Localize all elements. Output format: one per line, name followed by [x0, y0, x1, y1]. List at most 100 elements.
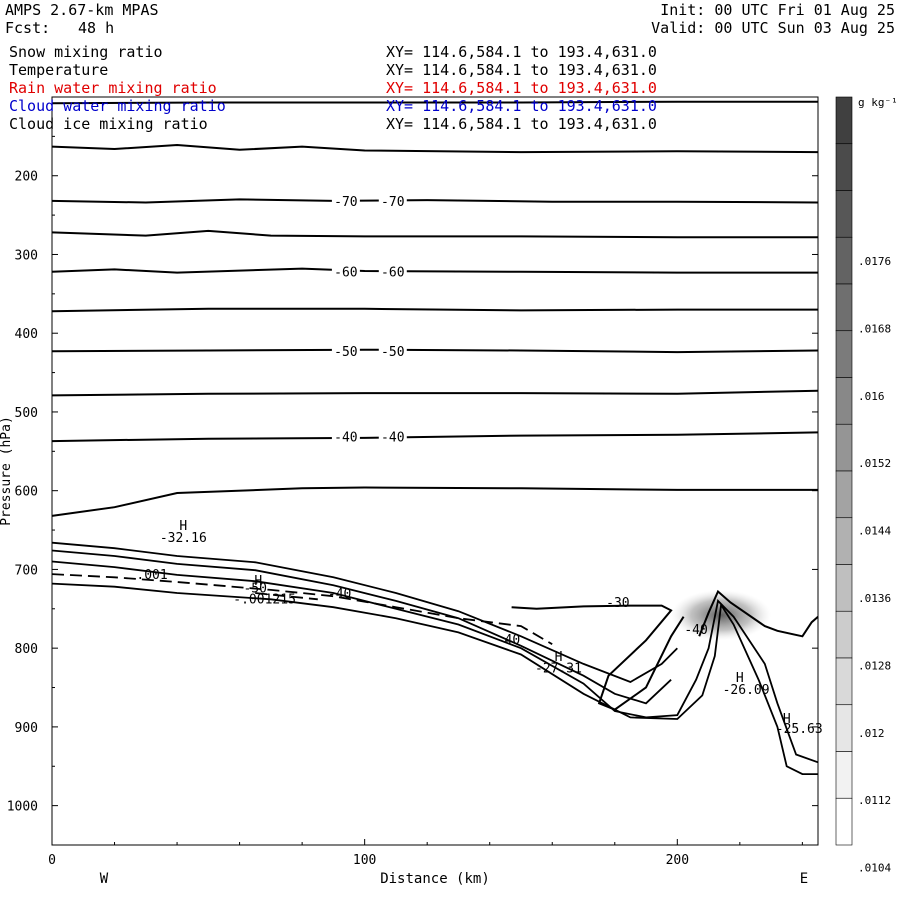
annotation-label: -.001215: [233, 592, 296, 607]
colorbar-swatch: [835, 96, 853, 145]
annotation-label: -40: [684, 623, 707, 638]
temperature-contour: [51, 307, 818, 313]
colorbar-unit: g kg⁻¹: [858, 96, 898, 109]
y-tick-label: 200: [15, 170, 38, 185]
x-axis-title: Distance (km): [380, 871, 490, 887]
annotation-label: -25.63: [776, 722, 823, 737]
forecast-label: Fcst:: [5, 19, 51, 37]
contour-label-bg: [378, 428, 407, 444]
colorbar-label: .0136: [858, 592, 891, 605]
annotation-label: -27.31: [535, 662, 582, 677]
colorbar-swatch: [835, 377, 853, 425]
temperature-contour: [51, 348, 819, 354]
contour-label-bg: [331, 342, 360, 358]
contour-label-bg: [378, 263, 407, 279]
contour-label-bg: [331, 428, 360, 444]
contour-label: -40: [381, 431, 404, 446]
field-name: Rain water mixing ratio: [9, 79, 217, 97]
low-level-contour: [51, 541, 678, 683]
colorbar-swatch: [835, 657, 853, 706]
colorbar-swatch: [835, 143, 853, 191]
colorbar: .0176 .0168 .016 .0152 .0144 .0136 .0128 .012 .0…: [835, 96, 898, 875]
temperature-contour: [51, 143, 819, 154]
temperature-contour: [51, 389, 819, 397]
annotation-label: -40: [328, 587, 351, 602]
colorbar-label: .0112: [858, 794, 891, 807]
annotation-label: -40: [497, 633, 520, 648]
colorbar-label: .0144: [858, 525, 891, 538]
colorbar-swatch: [835, 751, 853, 799]
colorbar-label: .0128: [858, 659, 891, 672]
y-tick-label: 900: [15, 721, 38, 736]
colorbar-swatch: [835, 330, 853, 378]
contour-label: -70: [381, 195, 404, 210]
field-xy-range: XY= 114.6,584.1 to 193.4,631.0: [386, 97, 657, 115]
colorbar-swatch: [835, 423, 853, 472]
contour-label-bg: [331, 263, 360, 279]
snow-contour: [51, 573, 553, 645]
plot-frame: [51, 96, 819, 846]
annotation-label: H: [783, 712, 791, 727]
contour-label-bg: [378, 193, 407, 209]
colorbar-swatch: [835, 190, 853, 238]
init-time: Init: 00 UTC Fri 01 Aug 25: [660, 1, 895, 19]
temperature-contour: [51, 431, 819, 443]
temperature-contour: [51, 486, 818, 517]
valid-time: Valid: 00 UTC Sun 03 Aug 25: [651, 19, 895, 37]
field-xy-range: XY= 114.6,584.1 to 193.4,631.0: [386, 61, 657, 79]
colorbar-label: .0104: [858, 862, 891, 875]
annotation-label: -30: [606, 596, 629, 611]
colorbar-swatch: [835, 704, 853, 752]
snow-contour: [255, 592, 318, 601]
contour-label: -50: [381, 345, 404, 360]
annotation-label: .001: [136, 568, 167, 583]
colorbar-label: .0176: [858, 255, 891, 268]
colorbar-label: .0168: [858, 322, 891, 335]
y-tick-label: 500: [15, 406, 38, 421]
contour-label: -60: [381, 265, 404, 280]
annotation-label: H: [179, 519, 187, 534]
colorbar-swatch: [835, 517, 853, 565]
annotation-label: H: [254, 574, 262, 589]
field-xy-range: XY= 114.6,584.1 to 193.4,631.0: [386, 115, 657, 133]
colorbar-swatch: [835, 797, 853, 846]
annotation-label: -50: [243, 581, 266, 596]
low-level-contour: [51, 549, 672, 705]
x-tick-label: 100: [353, 853, 376, 868]
annotation-label: H: [555, 650, 563, 665]
annotation-label: H: [736, 671, 744, 686]
contour-label-bg: [378, 342, 407, 358]
y-tick-label: 300: [15, 248, 38, 263]
y-tick-label: 400: [15, 327, 38, 342]
field-name: Temperature: [9, 61, 109, 79]
x-tick-label: 0: [48, 853, 56, 868]
colorbar-swatch: [835, 470, 853, 519]
temperature-contour: [51, 229, 818, 239]
colorbar-label: .0152: [858, 457, 891, 470]
annotation-label: -32.16: [160, 531, 207, 546]
forecast-hours: 48 h: [78, 19, 115, 37]
contour-label-bg: [331, 193, 360, 209]
contour-label: -60: [334, 265, 357, 280]
temperature-contour: [698, 589, 819, 638]
colorbar-swatch: [835, 564, 853, 612]
contour-label: -70: [334, 195, 357, 210]
y-tick-label: 600: [15, 485, 38, 500]
cloud-ice-shading: [671, 589, 772, 641]
contour-label: -50: [334, 345, 357, 360]
annotation-label: -26.09: [723, 683, 770, 698]
y-tick-label: 700: [15, 563, 38, 578]
temperature-contour: [51, 267, 818, 274]
colorbar-label: .016: [858, 390, 885, 403]
temperature-contour: [51, 100, 818, 105]
low-level-contour: [51, 582, 818, 775]
y-axis-title: Pressure (hPa): [0, 416, 14, 526]
temperature-contour: [511, 604, 685, 711]
field-xy-range: XY= 114.6,584.1 to 193.4,631.0: [386, 43, 657, 61]
colorbar-label: .012: [858, 727, 885, 740]
y-tick-label: 1000: [7, 800, 38, 815]
plot-area: -70 -70-60 -60-50 -50-40 -40H-32.16H-50-.001…: [51, 100, 823, 775]
axes: 200 300 400 500 600 700 800 900 1000 0 100 200 Dista…: [0, 135, 818, 887]
model-title: AMPS 2.67-km MPAS: [5, 1, 159, 19]
field-xy-range: XY= 114.6,584.1 to 193.4,631.0: [386, 79, 657, 97]
